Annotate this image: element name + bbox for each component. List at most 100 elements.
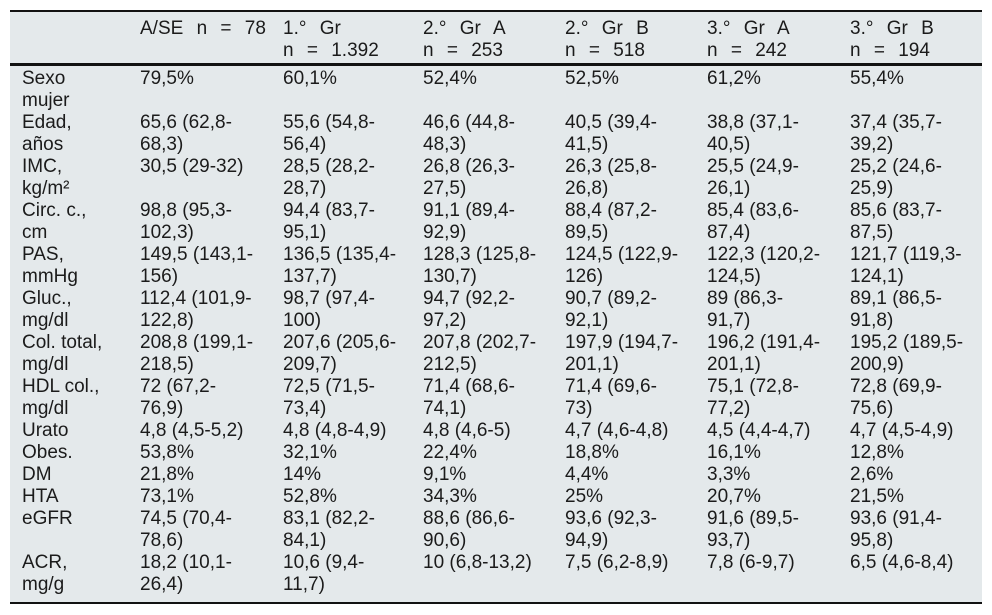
- value-cell: 65,6 (62,8-68,3): [128, 112, 271, 156]
- value-cell: 10,6 (9,4-11,7): [271, 552, 411, 596]
- value-cell: 14%: [271, 464, 411, 486]
- cell-value: 72,8 (69,9-75,6): [850, 376, 942, 419]
- value-cell: 207,6 (205,6-209,7): [271, 332, 411, 376]
- cell-value: 122,3 (120,2-124,5): [707, 244, 821, 287]
- cell-value: 60,1%: [283, 68, 337, 89]
- value-cell: 18,8%: [553, 442, 695, 464]
- cell-value: 7,5 (6,2-8,9): [565, 552, 669, 573]
- cell-value: 112,4 (101,9-122,8): [140, 288, 252, 331]
- value-cell: 93,6 (92,3-94,9): [553, 508, 695, 552]
- cell-value: 7,8 (6-9,7): [707, 552, 795, 573]
- column-header-line2: n = 518: [565, 40, 645, 61]
- value-cell: 88,6 (86,6-90,6): [411, 508, 553, 552]
- row-label: Circ. c., cm: [22, 200, 87, 243]
- value-cell: 124,5 (122,9-126): [553, 244, 695, 288]
- cell-value: 14%: [283, 464, 322, 485]
- row-label-cell: Sexo mujer: [10, 68, 128, 112]
- value-cell: 4,8 (4,8-4,9): [271, 420, 411, 442]
- row-label: DM: [22, 464, 52, 485]
- cell-value: 71,4 (69,6-73): [565, 376, 657, 419]
- value-cell: 98,8 (95,3-102,3): [128, 200, 271, 244]
- cell-value: 4,8 (4,5-5,2): [140, 420, 244, 441]
- table-row: eGFR 74,5 (70,4-78,6) 83,1 (82,2-84,1) 88,6…: [10, 508, 982, 552]
- value-cell: 4,8 (4,6-5): [411, 420, 553, 442]
- value-cell: 71,4 (69,6-73): [553, 376, 695, 420]
- cell-value: 30,5 (29-32): [140, 156, 244, 177]
- cell-value: 6,5 (4,6-8,4): [850, 552, 954, 573]
- value-cell: 4,8 (4,5-5,2): [128, 420, 271, 442]
- row-label-cell: Edad, años: [10, 112, 128, 156]
- row-label: eGFR: [22, 508, 73, 529]
- value-cell: 38,8 (37,1-40,5): [695, 112, 838, 156]
- cell-value: 4,7 (4,6-4,8): [565, 420, 669, 441]
- cell-value: 98,8 (95,3-102,3): [140, 200, 232, 243]
- cell-value: 37,4 (35,7-39,2): [850, 112, 942, 155]
- cell-value: 4,4%: [565, 464, 609, 485]
- value-cell: 83,1 (82,2-84,1): [271, 508, 411, 552]
- value-cell: 72 (67,2-76,9): [128, 376, 271, 420]
- cell-value: 207,8 (202,7-212,5): [423, 332, 537, 375]
- cell-value: 94,4 (83,7-95,1): [283, 200, 375, 243]
- value-cell: 46,6 (44,8-48,3): [411, 112, 553, 156]
- value-cell: 61,2%: [695, 68, 838, 112]
- value-cell: 20,7%: [695, 486, 838, 508]
- value-cell: 85,4 (83,6-87,4): [695, 200, 838, 244]
- cell-value: 195,2 (189,5-200,9): [850, 332, 964, 375]
- value-cell: 60,1%: [271, 68, 411, 112]
- cell-value: 10,6 (9,4-11,7): [283, 552, 365, 595]
- table-row: HDL col., mg/dl 72 (67,2-76,9) 72,5 (71,5-…: [10, 376, 982, 420]
- cell-value: 21,5%: [850, 486, 904, 507]
- value-cell: 34,3%: [411, 486, 553, 508]
- column-header-line2: n = 253: [423, 40, 503, 61]
- column-header-line2: n = 194: [850, 40, 930, 61]
- cell-value: 88,6 (86,6-90,6): [423, 508, 515, 551]
- cell-value: 91,1 (89,4-92,9): [423, 200, 515, 243]
- value-cell: 89 (86,3-91,7): [695, 288, 838, 332]
- row-label: Gluc., mg/dl: [22, 288, 72, 331]
- row-label: Col. total, mg/dl: [22, 332, 103, 375]
- row-label: IMC, kg/m²: [22, 156, 70, 199]
- column-header-line2: n = 242: [707, 40, 787, 61]
- cell-value: 40,5 (39,4-41,5): [565, 112, 657, 155]
- column-header-line1: 2.° Gr B: [565, 18, 649, 39]
- value-cell: 16,1%: [695, 442, 838, 464]
- cell-value: 12,8%: [850, 442, 904, 463]
- value-cell: 25,5 (24,9-26,1): [695, 156, 838, 200]
- value-cell: 195,2 (189,5-200,9): [838, 332, 982, 376]
- row-label-cell: Gluc., mg/dl: [10, 288, 128, 332]
- value-cell: 9,1%: [411, 464, 553, 486]
- column-header: A/SE n = 78: [128, 18, 271, 62]
- row-label: PAS, mmHg: [22, 244, 78, 287]
- cell-value: 90,7 (89,2-92,1): [565, 288, 657, 331]
- value-cell: 52,5%: [553, 68, 695, 112]
- cell-value: 91,6 (89,5-93,7): [707, 508, 799, 551]
- cell-value: 28,5 (28,2-28,7): [283, 156, 375, 199]
- value-cell: 55,4%: [838, 68, 982, 112]
- cell-value: 207,6 (205,6-209,7): [283, 332, 397, 375]
- value-cell: 112,4 (101,9-122,8): [128, 288, 271, 332]
- cell-value: 208,8 (199,1-218,5): [140, 332, 254, 375]
- column-header: 1.° Gr n = 1.392: [271, 18, 411, 62]
- table-row: Urato 4,8 (4,5-5,2) 4,8 (4,8-4,9) 4,8 (4,6-…: [10, 420, 982, 442]
- value-cell: 128,3 (125,8-130,7): [411, 244, 553, 288]
- value-cell: 40,5 (39,4-41,5): [553, 112, 695, 156]
- cell-value: 52,8%: [283, 486, 337, 507]
- row-label: ACR, mg/g: [22, 552, 68, 595]
- row-label-cell: ACR, mg/g: [10, 552, 128, 596]
- value-cell: 26,8 (26,3-27,5): [411, 156, 553, 200]
- cell-value: 75,1 (72,8-77,2): [707, 376, 799, 419]
- row-label-cell: IMC, kg/m²: [10, 156, 128, 200]
- cell-value: 83,1 (82,2-84,1): [283, 508, 375, 551]
- cell-value: 4,5 (4,4-4,7): [707, 420, 811, 441]
- value-cell: 22,4%: [411, 442, 553, 464]
- table-row: Edad, años 65,6 (62,8-68,3) 55,6 (54,8-56,…: [10, 112, 982, 156]
- cell-value: 26,8 (26,3-27,5): [423, 156, 515, 199]
- value-cell: 122,3 (120,2-124,5): [695, 244, 838, 288]
- cell-value: 136,5 (135,4-137,7): [283, 244, 397, 287]
- row-label: Sexo mujer: [22, 68, 70, 111]
- cell-value: 52,4%: [423, 68, 477, 89]
